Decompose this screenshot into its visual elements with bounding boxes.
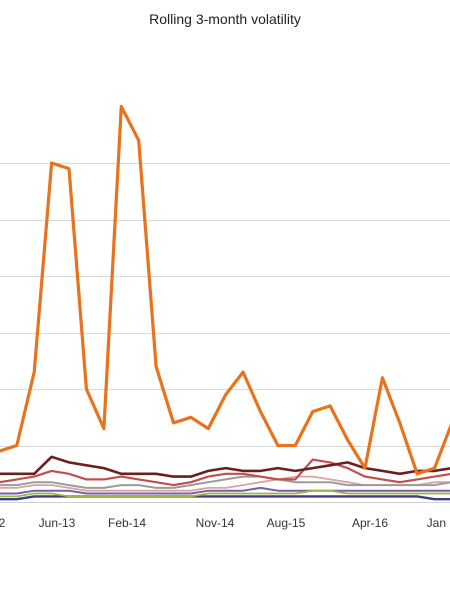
series-line-6 [0, 489, 450, 498]
x-tick-label: 2 [0, 516, 6, 530]
series-line-1 [0, 104, 450, 476]
series-line-8 [0, 495, 450, 501]
series-line-7 [0, 486, 450, 495]
series-line-4 [0, 475, 450, 489]
x-tick-label: Apr-16 [352, 516, 388, 530]
series-lines [0, 104, 450, 501]
series-line-3 [0, 458, 450, 487]
gridlines [0, 163, 450, 503]
x-tick-label: Feb-14 [108, 516, 146, 530]
x-axis-ticks: 2 Jun-13 Feb-14 Nov-14 Aug-15 Apr-16 Jan [0, 516, 446, 530]
x-tick-label: Jan [427, 516, 446, 530]
x-tick-label: Jun-13 [39, 516, 76, 530]
chart-title: Rolling 3-month volatility [149, 11, 301, 27]
x-tick-label: Nov-14 [196, 516, 235, 530]
x-tick-label: Aug-15 [267, 516, 306, 530]
series-line-2 [0, 455, 450, 478]
